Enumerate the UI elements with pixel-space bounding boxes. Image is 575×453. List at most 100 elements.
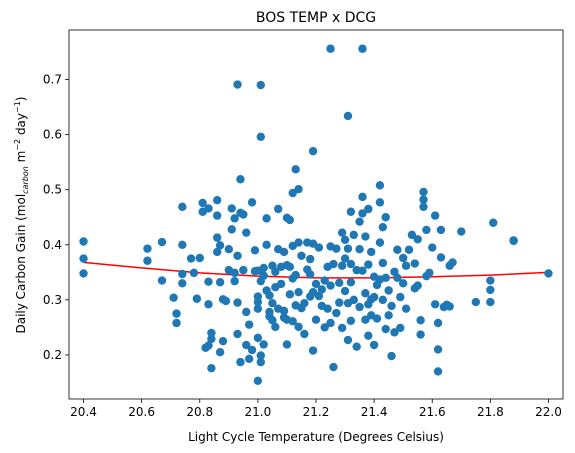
data-point [489, 218, 498, 227]
data-point [305, 270, 315, 279]
data-point [433, 367, 443, 376]
data-point [265, 291, 274, 300]
y-axis-label: Daily Carbon Gain (molcarbon m−2 day−1) [13, 96, 30, 333]
data-point [262, 240, 271, 249]
data-point [143, 256, 152, 265]
data-point [236, 357, 245, 367]
data-point [358, 192, 367, 202]
data-point [186, 254, 196, 263]
data-point [486, 276, 495, 285]
data-point [250, 246, 260, 255]
data-point [430, 211, 440, 220]
data-point [244, 354, 254, 363]
x-tick-label: 21.6 [419, 405, 446, 419]
data-point [178, 279, 187, 288]
data-point [213, 233, 222, 242]
data-point [393, 245, 402, 254]
plot-frame [68, 29, 564, 400]
data-point [300, 298, 309, 308]
data-point [416, 330, 425, 339]
x-tick-label: 21.4 [361, 405, 388, 419]
data-point [227, 225, 236, 234]
data-point [364, 204, 373, 214]
data-point [274, 204, 283, 214]
data-point [195, 253, 204, 263]
x-axis-ticks: 20.4 20.6 20.8 21.0 21.2 21.4 21.6 21.8 22.0 [70, 399, 562, 419]
data-point [282, 340, 292, 349]
data-point [401, 261, 411, 270]
y-label-sup2: −1 [13, 101, 22, 113]
data-point [375, 181, 385, 190]
data-point [422, 225, 431, 235]
data-point [239, 210, 248, 219]
data-point [343, 335, 353, 345]
data-point [213, 247, 222, 257]
data-point [311, 315, 321, 324]
data-point [259, 340, 268, 349]
data-point [172, 318, 181, 328]
data-point [396, 323, 405, 333]
data-point [416, 316, 425, 325]
data-point [445, 302, 454, 311]
data-point [253, 297, 263, 307]
data-point [436, 253, 446, 262]
data-point [384, 286, 393, 295]
data-point [332, 308, 341, 318]
data-point [381, 213, 390, 222]
data-point [204, 204, 213, 213]
data-point [244, 320, 254, 329]
x-tick-label: 20.4 [70, 405, 97, 419]
data-point [346, 259, 356, 269]
data-point [486, 285, 495, 295]
data-point [332, 244, 341, 253]
data-point [233, 298, 242, 307]
y-label-prefix: Daily Carbon Gain (mol [14, 194, 28, 334]
data-point [378, 258, 388, 268]
data-point [398, 253, 408, 263]
data-point [207, 334, 216, 344]
data-point [285, 215, 295, 225]
data-point [213, 195, 222, 205]
data-point [204, 300, 213, 309]
data-point [242, 307, 251, 317]
data-point [387, 351, 396, 361]
data-point [396, 292, 405, 302]
data-point [300, 329, 309, 339]
data-point [227, 204, 236, 213]
data-point [509, 236, 518, 246]
data-point [401, 304, 411, 313]
data-point [393, 273, 402, 283]
data-point [224, 245, 234, 254]
data-point [204, 341, 213, 350]
data-point [378, 295, 388, 305]
data-point [169, 293, 178, 302]
data-point [346, 278, 356, 287]
data-point [367, 247, 376, 257]
data-point [358, 266, 367, 275]
data-point [311, 279, 321, 289]
data-point [364, 331, 373, 340]
data-point [337, 261, 347, 270]
data-point [294, 287, 303, 297]
x-tick-label: 21.2 [303, 405, 330, 419]
data-point [433, 345, 443, 354]
data-point [297, 251, 306, 261]
data-point [381, 273, 390, 283]
data-point [215, 347, 225, 357]
data-point [419, 202, 428, 211]
points-layer [79, 44, 553, 386]
data-point [544, 269, 553, 278]
data-point [457, 227, 466, 236]
data-point [349, 295, 358, 305]
data-point [259, 271, 268, 280]
data-point [294, 322, 303, 332]
data-point [247, 345, 257, 355]
data-point [317, 285, 327, 294]
data-point [268, 316, 277, 325]
data-point [428, 243, 437, 252]
data-point [256, 132, 265, 142]
data-point [157, 237, 167, 247]
data-point [79, 269, 88, 278]
data-point [486, 297, 495, 307]
